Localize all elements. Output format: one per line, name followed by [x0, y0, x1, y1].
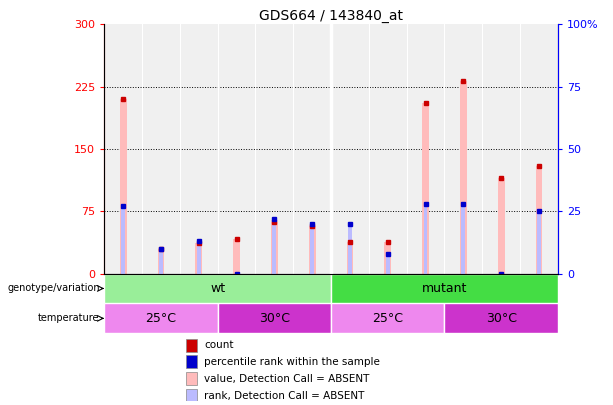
- Bar: [331, 273, 558, 303]
- Text: wt: wt: [210, 282, 225, 295]
- Bar: [218, 303, 331, 333]
- Text: count: count: [204, 341, 234, 350]
- Text: genotype/variation: genotype/variation: [7, 284, 100, 294]
- Bar: [186, 339, 197, 352]
- Bar: [186, 372, 197, 386]
- Bar: [386, 254, 390, 273]
- Bar: [159, 249, 163, 273]
- Text: mutant: mutant: [422, 282, 467, 295]
- Bar: [197, 241, 200, 273]
- Title: GDS664 / 143840_at: GDS664 / 143840_at: [259, 9, 403, 23]
- Bar: [271, 222, 278, 273]
- Bar: [348, 224, 352, 273]
- Bar: [233, 239, 240, 273]
- Bar: [462, 204, 465, 273]
- Bar: [424, 204, 427, 273]
- Text: rank, Detection Call = ABSENT: rank, Detection Call = ABSENT: [204, 390, 364, 401]
- Text: 30°C: 30°C: [485, 312, 517, 325]
- Text: temperature: temperature: [38, 313, 100, 323]
- Bar: [158, 249, 164, 273]
- Bar: [384, 242, 391, 273]
- Bar: [121, 206, 125, 273]
- Text: value, Detection Call = ABSENT: value, Detection Call = ABSENT: [204, 374, 370, 384]
- Bar: [460, 81, 466, 273]
- Bar: [186, 389, 197, 402]
- Bar: [346, 242, 353, 273]
- Text: percentile rank within the sample: percentile rank within the sample: [204, 357, 380, 367]
- Bar: [310, 224, 314, 273]
- Bar: [186, 355, 197, 369]
- Bar: [309, 226, 316, 273]
- Bar: [104, 303, 218, 333]
- Bar: [120, 99, 126, 273]
- Bar: [196, 243, 202, 273]
- Bar: [331, 303, 444, 333]
- Text: 30°C: 30°C: [259, 312, 290, 325]
- Bar: [444, 303, 558, 333]
- Bar: [272, 219, 276, 273]
- Bar: [498, 178, 504, 273]
- Bar: [422, 103, 429, 273]
- Bar: [537, 211, 541, 273]
- Text: 25°C: 25°C: [372, 312, 403, 325]
- Bar: [104, 273, 331, 303]
- Text: 25°C: 25°C: [145, 312, 177, 325]
- Bar: [536, 166, 543, 273]
